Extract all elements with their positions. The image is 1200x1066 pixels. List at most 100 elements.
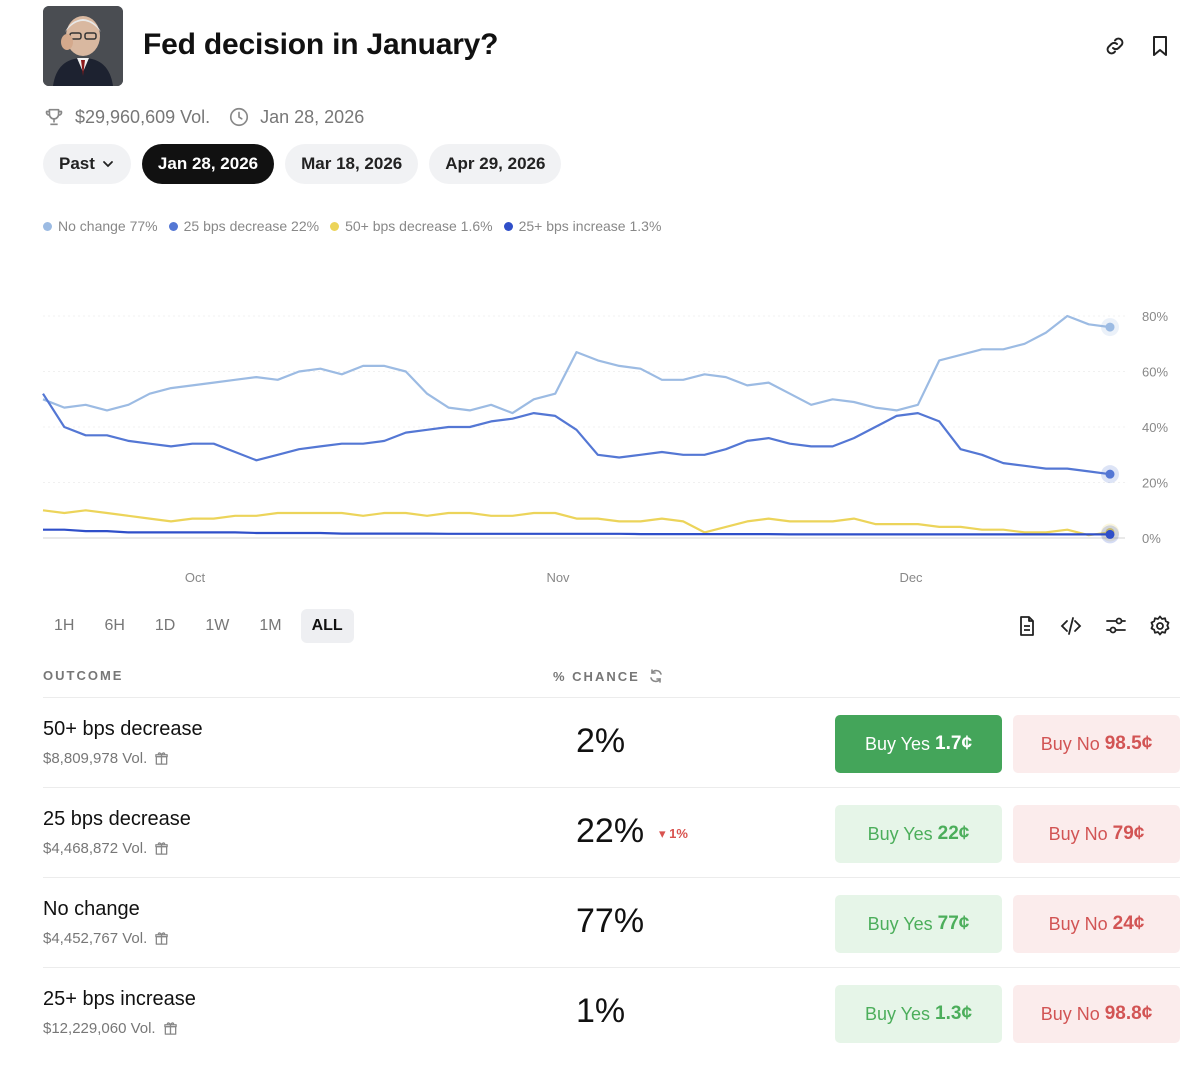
pill-apr-29-2026[interactable]: Apr 29, 2026	[429, 144, 562, 184]
chevron-down-icon	[101, 157, 115, 171]
series-line-25-bps-increase	[43, 528, 1110, 536]
buy-yes-price: 1.3¢	[935, 1003, 973, 1024]
code-icon[interactable]	[1059, 614, 1083, 638]
outcome-volume: $4,468,872 Vol.	[43, 840, 169, 857]
chance-header-label: % CHANCE	[553, 668, 640, 684]
range-all[interactable]: ALL	[300, 609, 354, 643]
chance-column-header: % CHANCE	[553, 668, 664, 684]
legend-label: 50+ bps decrease 1.6%	[345, 218, 493, 234]
buy-yes-button[interactable]: Buy Yes 1.7¢	[835, 715, 1002, 773]
gear-icon[interactable]	[1148, 614, 1172, 638]
outcome-volume: $12,229,060 Vol.	[43, 1020, 178, 1037]
buy-yes-label: Buy Yes	[864, 1003, 931, 1024]
volume-text: $4,452,767 Vol.	[43, 930, 148, 947]
total-volume: $29,960,609 Vol.	[75, 106, 211, 127]
legend-dot	[503, 221, 513, 231]
trophy-icon	[43, 106, 65, 128]
table-row: 25+ bps increase $12,229,060 Vol. 1% Buy Ye…	[43, 967, 1180, 1057]
buy-no-button[interactable]: Buy No 79¢	[1013, 805, 1180, 863]
market-meta: $29,960,609 Vol. Jan 28, 2026	[43, 104, 364, 130]
legend-label: 25 bps decrease 22%	[183, 218, 320, 234]
refresh-icon[interactable]	[648, 668, 664, 684]
series-line-25-bps-decrease	[42, 393, 1111, 476]
volume-text: $8,809,978 Vol.	[43, 750, 148, 767]
outcome-name: 25+ bps increase	[43, 988, 196, 1010]
x-tick-label: Dec	[899, 570, 923, 585]
y-tick-label: 40%	[1142, 420, 1168, 435]
chance-delta: ▾ 1%	[659, 826, 688, 841]
x-tick-label: Oct	[185, 570, 206, 585]
gift-icon[interactable]	[154, 751, 169, 766]
gift-icon[interactable]	[154, 931, 169, 946]
y-tick-label: 80%	[1142, 309, 1168, 324]
legend-dot	[168, 221, 178, 231]
sliders-icon[interactable]	[1104, 614, 1128, 638]
range-1m[interactable]: 1M	[259, 617, 282, 634]
link-icon[interactable]	[1103, 34, 1127, 58]
table-row: 25 bps decrease $4,468,872 Vol. 22% ▾ 1% Buy…	[43, 787, 1180, 877]
gift-icon[interactable]	[154, 841, 169, 856]
legend-label: 25+ bps increase 1.3%	[518, 218, 662, 234]
buy-yes-label: Buy Yes	[867, 823, 933, 844]
outcome-chance: 2%	[576, 722, 626, 760]
legend-item: 25+ bps increase 1.3%	[503, 218, 662, 234]
table-row: No change $4,452,767 Vol. 77% Buy Yes 77¢ Buy…	[43, 877, 1180, 967]
outcome-table: 50+ bps decrease $8,809,978 Vol. 2% Buy Yes…	[43, 697, 1180, 1057]
buy-yes-button[interactable]: Buy Yes 1.3¢	[835, 985, 1002, 1043]
series-end-point	[1105, 469, 1115, 479]
buy-no-price: 24¢	[1112, 913, 1145, 934]
outcome-volume: $4,452,767 Vol.	[43, 930, 169, 947]
legend-dot	[43, 221, 52, 231]
table-row: 50+ bps decrease $8,809,978 Vol. 2% Buy Yes…	[43, 697, 1180, 787]
volume-text: $4,468,872 Vol.	[43, 840, 148, 857]
clock-icon	[228, 106, 250, 128]
range-1w[interactable]: 1W	[205, 617, 230, 634]
time-range-selector: 1H 6H 1D 1W 1M ALL	[43, 609, 354, 643]
buy-yes-label: Buy Yes	[867, 913, 933, 934]
y-tick-label: 0%	[1142, 531, 1161, 546]
buy-yes-label: Buy Yes	[864, 733, 931, 754]
page-title: Fed decision in January?	[143, 28, 499, 61]
bookmark-icon[interactable]	[1148, 34, 1172, 58]
gift-icon[interactable]	[163, 1021, 178, 1036]
legend-item: No change 77%	[43, 218, 158, 234]
outcome-chance: 77%	[576, 902, 645, 940]
buy-no-label: Buy No	[1040, 733, 1100, 754]
buy-no-price: 98.8¢	[1104, 1003, 1153, 1024]
outcome-volume: $8,809,978 Vol.	[43, 750, 169, 767]
legend-item: 50+ bps decrease 1.6%	[330, 218, 493, 234]
range-6h[interactable]: 6H	[104, 617, 125, 634]
buy-no-button[interactable]: Buy No 98.8¢	[1013, 985, 1180, 1043]
buy-no-price: 98.5¢	[1104, 733, 1153, 754]
buy-yes-price: 1.7¢	[935, 733, 973, 754]
range-1d[interactable]: 1D	[154, 617, 176, 634]
buy-no-button[interactable]: Buy No 98.5¢	[1013, 715, 1180, 773]
series-end-point	[1105, 529, 1115, 539]
y-tick-label: 20%	[1142, 476, 1168, 491]
pill-past[interactable]: Past	[43, 144, 131, 184]
outcome-column-header: OUTCOME	[43, 668, 124, 683]
volume-text: $12,229,060 Vol.	[43, 1020, 156, 1037]
end-date: Jan 28, 2026	[260, 106, 365, 127]
buy-no-label: Buy No	[1040, 1003, 1100, 1024]
avatar	[43, 6, 123, 86]
x-tick-label: Nov	[546, 570, 570, 585]
market-header: Fed decision in January?	[43, 6, 1183, 86]
outcome-name: 25 bps decrease	[43, 808, 191, 830]
chart-legend: No change 77% 25 bps decrease 22% 50+ bps …	[43, 218, 672, 234]
buy-yes-button[interactable]: Buy Yes 22¢	[835, 805, 1002, 863]
series-end-point	[1105, 322, 1115, 332]
pill-mar-18-2026[interactable]: Mar 18, 2026	[285, 144, 419, 184]
buy-no-button[interactable]: Buy No 24¢	[1013, 895, 1180, 953]
pill-label: Past	[59, 154, 95, 173]
document-icon[interactable]	[1015, 614, 1039, 638]
legend-item: 25 bps decrease 22%	[168, 218, 320, 234]
probability-chart: 80% 60% 40% 20% 0% Oct Nov Dec	[42, 309, 1168, 585]
buy-yes-price: 22¢	[937, 823, 970, 844]
outcome-chance: 22%	[576, 812, 645, 850]
buy-yes-button[interactable]: Buy Yes 77¢	[835, 895, 1002, 953]
legend-label: No change 77%	[58, 218, 158, 234]
outcome-chance: 1%	[576, 992, 626, 1030]
range-1h[interactable]: 1H	[54, 617, 75, 634]
pill-jan-28-2026[interactable]: Jan 28, 2026	[141, 144, 275, 184]
